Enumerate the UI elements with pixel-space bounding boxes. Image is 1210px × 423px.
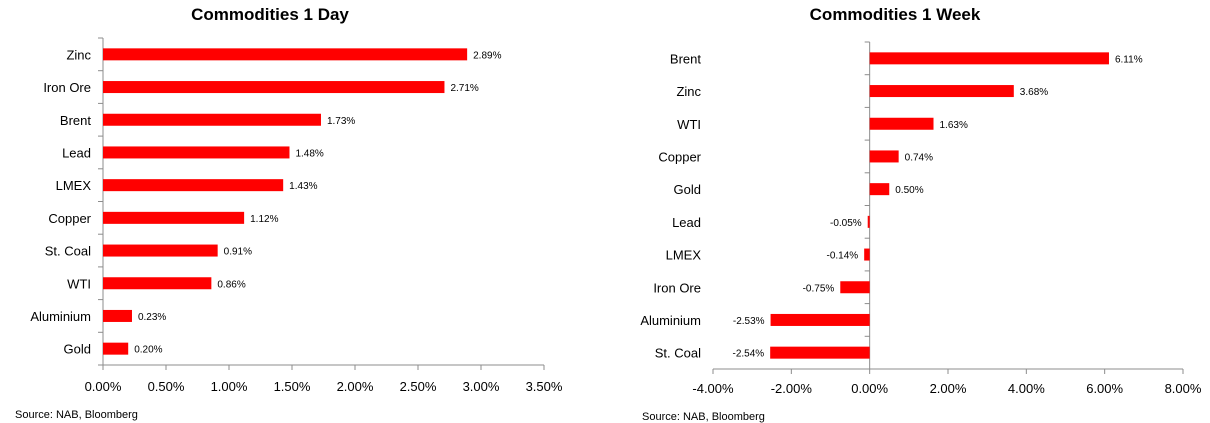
category-label: Copper <box>48 211 91 226</box>
bar <box>869 85 1014 98</box>
category-label: Gold <box>674 182 701 197</box>
plot-area: -4.00% -2.00% 0.00% 2.00% 4.00% 6.00% 8.00% Bre… <box>640 41 1202 396</box>
data-label: 0.20% <box>134 345 162 356</box>
data-label: -2.53% <box>733 316 765 327</box>
bar <box>869 183 890 196</box>
category-label: LMEX <box>666 248 702 263</box>
category-label: WTI <box>67 276 91 291</box>
bar <box>103 277 212 290</box>
data-label: 1.48% <box>295 148 323 159</box>
category-label: WTI <box>677 117 701 132</box>
x-tick-label: 0.00% <box>851 381 888 396</box>
category-label: Lead <box>62 145 91 160</box>
data-label: 0.86% <box>217 279 245 290</box>
bar <box>869 150 899 163</box>
category-label: Zinc <box>676 84 701 99</box>
data-label: 0.23% <box>138 312 166 323</box>
category-label: Gold <box>64 342 91 357</box>
chart-title: Commodities 1 Day <box>191 5 349 24</box>
source-note: Source: NAB, Bloomberg <box>642 411 765 423</box>
chart-title: Commodities 1 Week <box>810 5 981 24</box>
category-label: Brent <box>670 51 701 66</box>
data-label: 1.43% <box>289 181 317 192</box>
bar <box>103 179 284 192</box>
x-tick-label: 6.00% <box>1086 381 1123 396</box>
chart-commodities-1-day: Commodities 1 Day Source: NAB, Bloomberg… <box>15 5 563 421</box>
data-label: 2.71% <box>450 83 478 94</box>
x-tick-label: 0.00% <box>85 379 122 394</box>
plot-area: 0.00% 0.50% 1.00% 1.50% 2.00% 2.50% 3.00% 3.50%… <box>30 37 563 394</box>
bar <box>103 244 218 257</box>
x-tick-label: 3.00% <box>463 379 500 394</box>
category-label: Zinc <box>66 47 91 62</box>
data-label: 2.89% <box>473 50 501 61</box>
data-label: 1.63% <box>940 120 968 131</box>
data-label: 0.74% <box>905 152 933 163</box>
bar <box>840 281 870 294</box>
bar <box>770 346 870 359</box>
data-label: 0.91% <box>224 247 252 258</box>
data-label: -0.05% <box>830 218 862 229</box>
chart-commodities-1-week: Commodities 1 Week Source: NAB, Bloomber… <box>640 5 1202 423</box>
category-label: St. Coal <box>45 244 91 259</box>
category-label: Brent <box>60 113 91 128</box>
x-tick-label: 0.50% <box>148 379 185 394</box>
x-tick-label: 8.00% <box>1165 381 1202 396</box>
x-tick-label: 1.00% <box>211 379 248 394</box>
category-label: Copper <box>658 149 701 164</box>
x-tick-label: -2.00% <box>771 381 813 396</box>
data-label: 1.73% <box>327 116 355 127</box>
bar <box>869 117 934 130</box>
source-note: Source: NAB, Bloomberg <box>15 409 138 421</box>
data-label: 1.12% <box>250 214 278 225</box>
bar <box>103 48 468 61</box>
bar <box>103 342 129 355</box>
x-tick-label: 1.50% <box>274 379 311 394</box>
x-tick-label: 3.50% <box>526 379 563 394</box>
bar <box>869 52 1109 65</box>
category-label: Aluminium <box>640 313 701 328</box>
data-label: -0.75% <box>803 283 835 294</box>
bar <box>103 81 445 94</box>
bar <box>103 211 245 224</box>
bar <box>103 309 132 322</box>
data-label: 6.11% <box>1115 54 1143 65</box>
data-label: -2.54% <box>732 349 764 360</box>
category-label: LMEX <box>56 178 92 193</box>
x-tick-label: 2.00% <box>930 381 967 396</box>
data-label: -0.14% <box>826 251 858 262</box>
data-label: 3.68% <box>1020 87 1048 98</box>
category-label: Iron Ore <box>43 80 91 95</box>
x-tick-label: 2.00% <box>337 379 374 394</box>
bar <box>864 248 870 261</box>
x-tick-label: -4.00% <box>692 381 734 396</box>
category-label: Iron Ore <box>653 280 701 295</box>
bar <box>867 215 870 228</box>
x-tick-label: 4.00% <box>1008 381 1045 396</box>
category-label: St. Coal <box>655 346 701 361</box>
data-label: 0.50% <box>895 185 923 196</box>
category-label: Aluminium <box>30 309 91 324</box>
bar <box>770 313 870 326</box>
bar <box>103 113 321 126</box>
bar <box>103 146 290 159</box>
x-tick-label: 2.50% <box>400 379 437 394</box>
category-label: Lead <box>672 215 701 230</box>
